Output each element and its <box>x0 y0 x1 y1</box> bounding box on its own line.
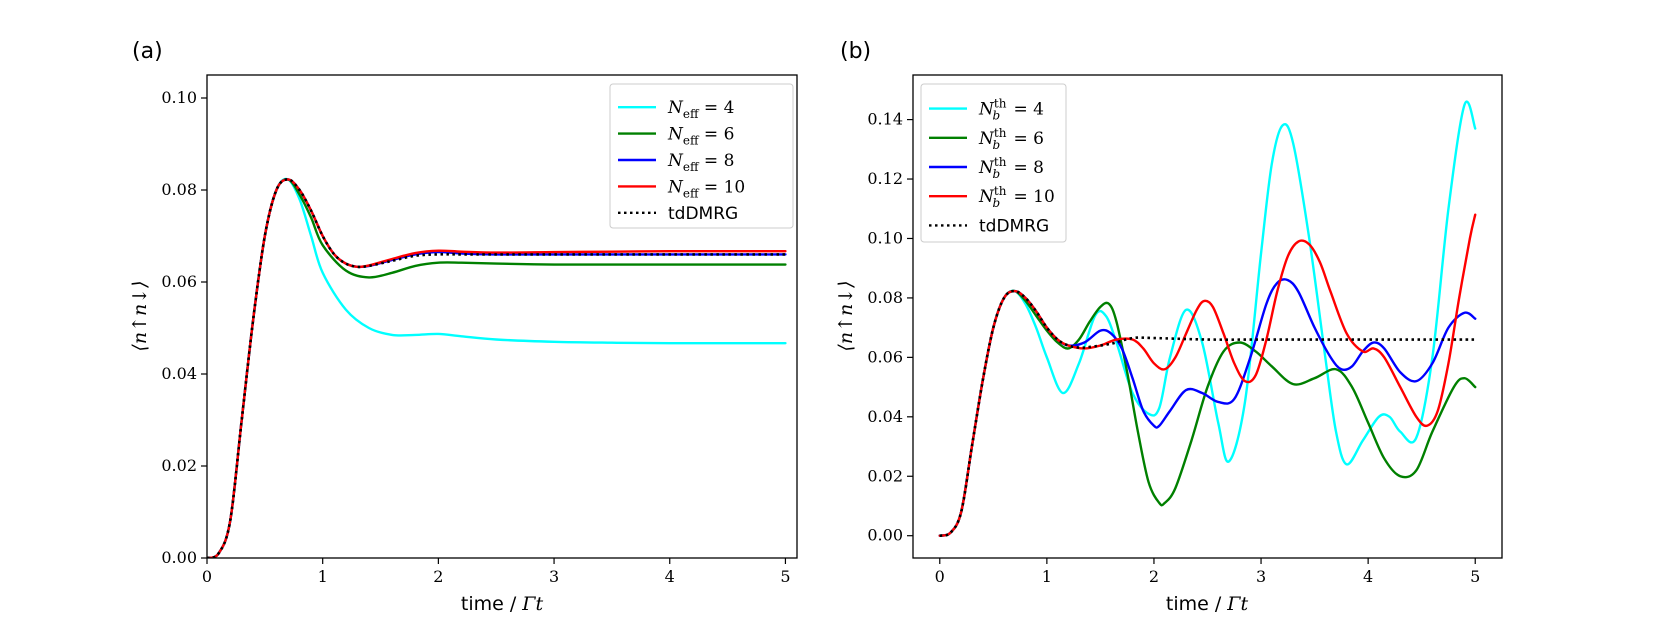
legend-box-b <box>920 83 1067 243</box>
y-tick-label-b-6: 0.12 <box>867 169 903 188</box>
x-tick-label-a-4: 4 <box>665 567 675 586</box>
x-tick-label-b-3: 3 <box>1256 567 1266 586</box>
y-tick-label-b-0: 0.00 <box>867 526 903 545</box>
y-axis-label-b: ⟨n↑n↓⟩ <box>835 280 857 351</box>
series-line-a-1 <box>207 178 787 558</box>
series-line-b-3 <box>938 213 1477 537</box>
legend-label-b-2: Nth b = 8 <box>978 155 1044 181</box>
x-tick-label-b-0: 0 <box>935 567 945 586</box>
plot-area-a <box>207 177 787 558</box>
series-line-b-4 <box>939 289 1476 537</box>
y-tick-label-b-2: 0.04 <box>867 407 903 426</box>
y-tick-label-a-5: 0.10 <box>161 88 197 107</box>
legend-label-b-1: Nth b = 6 <box>978 126 1044 152</box>
y-tick-label-b-4: 0.08 <box>867 288 903 307</box>
x-tick-label-b-2: 2 <box>1149 567 1159 586</box>
legend-b: Nth b = 4 Nth b = 6 Nth b = 8 Nth b = 10 tdDMRG <box>920 83 1067 243</box>
y-tick-label-a-4: 0.08 <box>161 180 197 199</box>
panel-label-b: (b) <box>840 39 871 64</box>
y-tick-label-b-7: 0.14 <box>867 110 903 129</box>
legend-label-a-2: Neff = 8 <box>667 151 734 174</box>
series-line-a-2 <box>207 178 787 558</box>
y-tick-label-a-1: 0.02 <box>161 456 197 475</box>
y-tick-label-b-5: 0.10 <box>867 228 903 247</box>
axes-frame-a <box>206 74 798 559</box>
panel-b: (b) 0 1 2 3 4 5 0.00 0.02 0.04 0.06 0.08 0.10 0.12 0.… <box>835 39 1503 615</box>
legend-label-b-0: Nth b = 4 <box>978 97 1044 123</box>
panel-a: (a) 0 1 2 3 4 5 0.00 0.02 0.04 0.06 0.08 0.10 time … <box>129 39 798 615</box>
legend-label-a-0: Neff = 4 <box>667 98 734 121</box>
y-tick-label-a-2: 0.04 <box>161 364 197 383</box>
x-tick-label-b-4: 4 <box>1363 567 1373 586</box>
axes-frame-b <box>912 74 1503 559</box>
legend-label-a-1: Neff = 6 <box>667 125 734 148</box>
legend-box-a <box>609 83 794 229</box>
y-axis-label-a: ⟨n↑n↓⟩ <box>129 280 151 351</box>
series-line-a-4 <box>207 178 786 558</box>
x-axis-label-a: time / Γt <box>461 593 544 615</box>
x-tick-label-a-0: 0 <box>202 567 212 586</box>
x-tick-label-b-1: 1 <box>1042 567 1052 586</box>
y-tick-label-a-0: 0.00 <box>161 548 197 567</box>
ticks-a: 0 1 2 3 4 5 0.00 0.02 0.04 0.06 0.08 0.10 <box>161 88 790 586</box>
y-tick-label-a-3: 0.06 <box>161 272 197 291</box>
x-tick-label-a-2: 2 <box>433 567 443 586</box>
series-line-a-0 <box>207 177 787 558</box>
legend-a: Neff = 4 Neff = 6 Neff = 8 Neff = 10 tdDMRG <box>609 83 794 229</box>
x-tick-label-a-1: 1 <box>318 567 328 586</box>
x-axis-label-b: time / Γt <box>1166 593 1249 615</box>
panel-label-a: (a) <box>132 39 163 64</box>
x-tick-label-a-5: 5 <box>780 567 790 586</box>
y-tick-label-b-3: 0.06 <box>867 347 903 366</box>
legend-label-b-3: Nth b = 10 <box>978 184 1055 210</box>
plot-area-b <box>938 100 1477 537</box>
series-line-a-3 <box>207 178 787 558</box>
series-line-b-2 <box>938 278 1477 537</box>
series-line-b-1 <box>938 289 1477 537</box>
legend-label-a-4: tdDMRG <box>668 204 738 224</box>
ticks-b: 0 1 2 3 4 5 0.00 0.02 0.04 0.06 0.08 0.10 0.12 0.14 <box>867 110 1480 586</box>
legend-label-a-3: Neff = 10 <box>667 177 745 200</box>
legend-label-b-4: tdDMRG <box>979 216 1049 236</box>
x-tick-label-a-3: 3 <box>549 567 559 586</box>
x-tick-label-b-5: 5 <box>1470 567 1480 586</box>
y-tick-label-b-1: 0.02 <box>867 466 903 485</box>
